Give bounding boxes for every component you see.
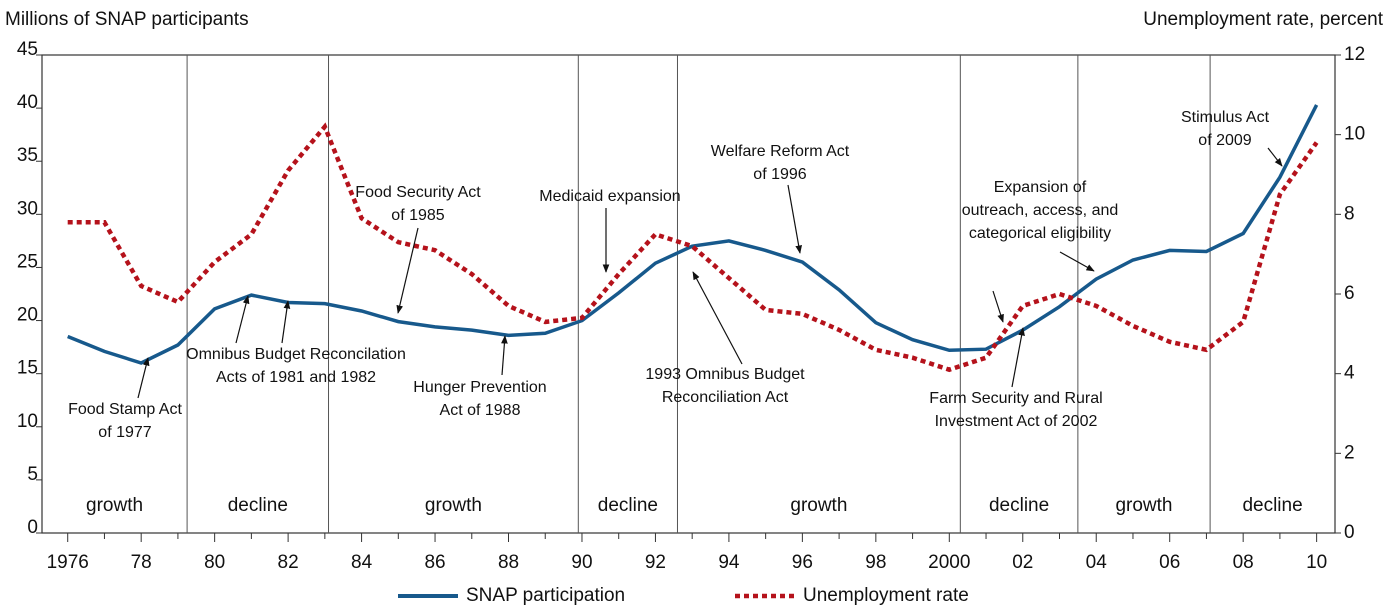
- annotation: Expansion of: [994, 179, 1087, 196]
- period-label: decline: [989, 495, 1049, 516]
- x-tick-label: 10: [1306, 552, 1327, 573]
- period-label: decline: [228, 495, 288, 516]
- period-label: growth: [86, 495, 143, 516]
- annotation: Farm Security and Rural: [929, 390, 1102, 407]
- annotation-arrow: [1059, 251, 1095, 272]
- annotation-arrow: [992, 290, 1004, 323]
- y2-tick-label: 0: [1344, 522, 1355, 543]
- annotation: Stimulus Act: [1181, 109, 1270, 126]
- annotation-arrow: [235, 295, 250, 344]
- annotation: Acts of 1981 and 1982: [216, 369, 376, 386]
- y2-tick-label: 10: [1344, 124, 1365, 145]
- annotation: Food Security Act: [355, 184, 481, 201]
- y-tick-label: 10: [17, 411, 38, 432]
- x-tick-label: 92: [645, 552, 666, 573]
- annotation: Act of 1988: [440, 402, 521, 419]
- y-tick-label: 30: [17, 198, 38, 219]
- x-tick-label: 88: [498, 552, 519, 573]
- annotation-arrow: [692, 271, 743, 365]
- x-tick-label: 80: [204, 552, 225, 573]
- annotation-arrow: [137, 357, 150, 399]
- series-line: [67, 122, 1319, 373]
- annotation-arrow: [787, 184, 802, 254]
- x-tick-label: 94: [718, 552, 740, 573]
- annotation-arrow: [281, 300, 291, 344]
- y-tick-label: 15: [17, 358, 38, 379]
- x-tick-label: 1976: [47, 552, 89, 573]
- y-tick-label: 20: [17, 305, 38, 326]
- annotation-arrow: [396, 227, 419, 314]
- annotation-arrow: [1011, 327, 1025, 388]
- y2-tick-label: 4: [1344, 363, 1355, 384]
- x-tick-label: 82: [278, 552, 299, 573]
- annotation: of 1977: [98, 424, 151, 441]
- legend-label: SNAP participation: [466, 585, 625, 606]
- period-label: growth: [425, 495, 482, 516]
- annotation: Food Stamp Act: [68, 401, 182, 418]
- annotation: Investment Act of 2002: [935, 413, 1098, 430]
- y-tick-label: 5: [27, 464, 38, 485]
- plot-frame: [41, 54, 1336, 534]
- annotation: of 2009: [1198, 132, 1251, 149]
- period-label: growth: [790, 495, 847, 516]
- series-line: [67, 104, 1319, 365]
- x-tick-label: 86: [424, 552, 445, 573]
- y2-axis-title: Unemployment rate, percent: [1143, 9, 1383, 30]
- annotation: Reconciliation Act: [662, 389, 789, 406]
- x-tick-label: 04: [1086, 552, 1108, 573]
- y2-tick-label: 2: [1344, 442, 1355, 463]
- annotation: of 1996: [753, 166, 806, 183]
- y2-tick-label: 12: [1344, 44, 1365, 65]
- x-tick-label: 08: [1233, 552, 1254, 573]
- annotation: categorical eligibility: [969, 225, 1111, 242]
- x-tick-label: 84: [351, 552, 373, 573]
- annotation: outreach, access, and: [962, 202, 1119, 219]
- x-tick-label: 96: [792, 552, 813, 573]
- x-tick-label: 06: [1159, 552, 1180, 573]
- y-tick-label: 40: [17, 92, 38, 113]
- period-label: growth: [1115, 495, 1172, 516]
- y-tick-label: 0: [27, 517, 38, 538]
- y-tick-label: 35: [17, 145, 38, 166]
- annotation: 1993 Omnibus Budget: [645, 366, 805, 383]
- annotation-arrow: [1267, 147, 1283, 167]
- y-tick-label: 25: [17, 251, 38, 272]
- annotation: Medicaid expansion: [539, 188, 680, 205]
- annotation: Omnibus Budget Reconcilation: [186, 346, 406, 363]
- x-tick-label: 78: [131, 552, 152, 573]
- legend-label: Unemployment rate: [803, 585, 969, 606]
- x-tick-label: 90: [571, 552, 592, 573]
- period-label: decline: [1242, 495, 1302, 516]
- annotation: of 1985: [391, 207, 444, 224]
- y-axis-title: Millions of SNAP participants: [5, 9, 249, 30]
- x-tick-label: 2000: [928, 552, 970, 573]
- annotation: Hunger Prevention: [413, 379, 546, 396]
- y2-tick-label: 6: [1344, 283, 1355, 304]
- y-tick-label: 45: [17, 39, 38, 60]
- period-label: decline: [598, 495, 658, 516]
- annotation-arrow: [501, 335, 508, 376]
- y2-tick-label: 8: [1344, 203, 1355, 224]
- x-tick-label: 98: [865, 552, 886, 573]
- x-tick-label: 02: [1012, 552, 1033, 573]
- annotation: Welfare Reform Act: [711, 143, 850, 160]
